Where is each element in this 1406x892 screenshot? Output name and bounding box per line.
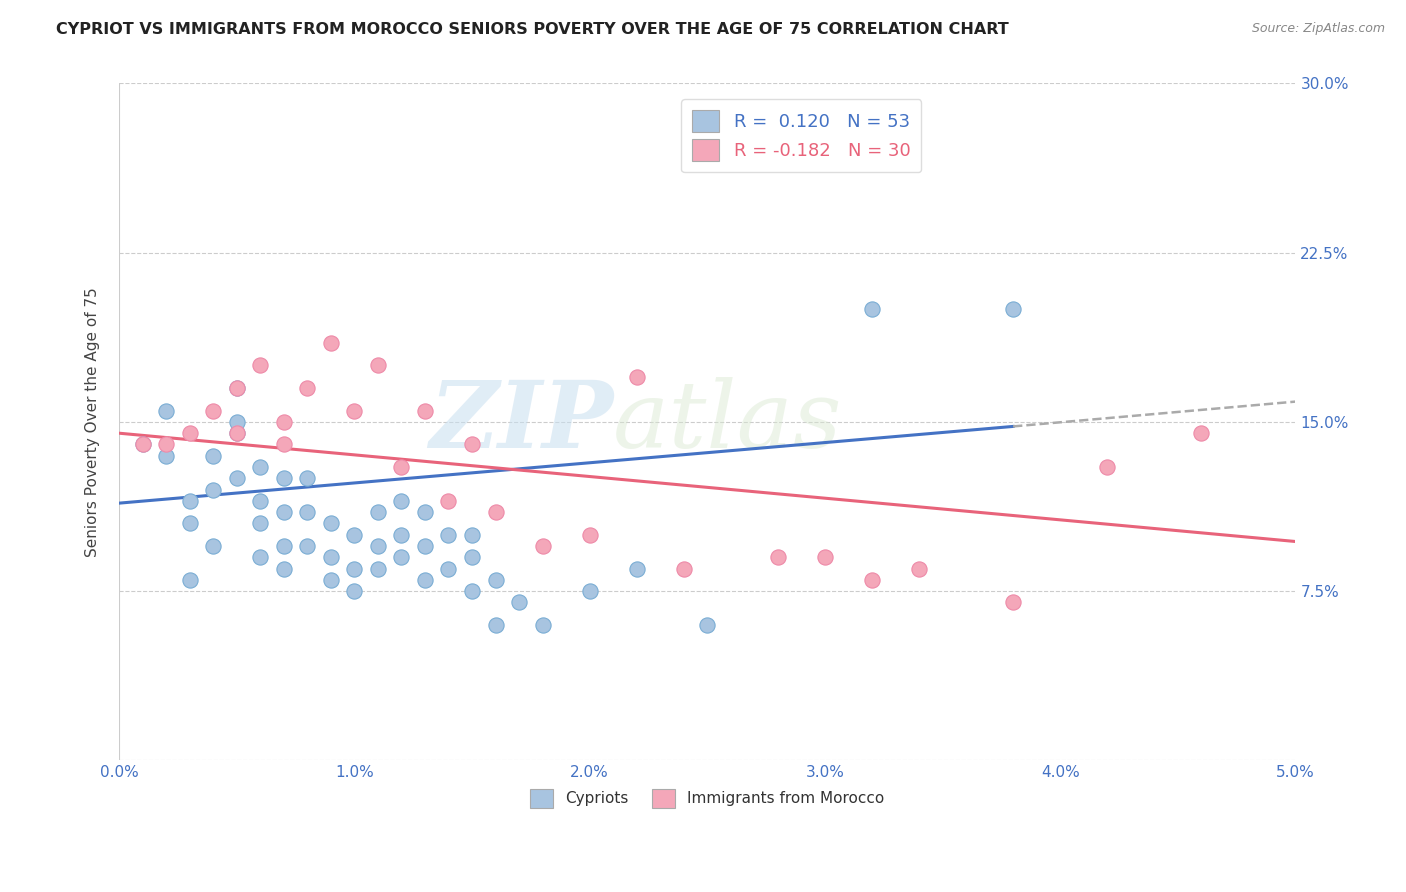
Point — [273, 471, 295, 485]
Point — [202, 483, 225, 497]
Point — [578, 584, 600, 599]
Point — [766, 550, 789, 565]
Point — [273, 437, 295, 451]
Point — [249, 516, 271, 531]
Point — [319, 550, 342, 565]
Point — [1097, 460, 1119, 475]
Point — [249, 460, 271, 475]
Point — [531, 539, 554, 553]
Point — [273, 415, 295, 429]
Point — [225, 471, 247, 485]
Point — [249, 494, 271, 508]
Point — [413, 573, 436, 587]
Point — [179, 516, 201, 531]
Text: Source: ZipAtlas.com: Source: ZipAtlas.com — [1251, 22, 1385, 36]
Point — [461, 584, 484, 599]
Point — [297, 471, 319, 485]
Point — [225, 426, 247, 441]
Point — [225, 381, 247, 395]
Point — [578, 527, 600, 541]
Point — [249, 550, 271, 565]
Point — [179, 426, 201, 441]
Point — [343, 561, 366, 575]
Point — [461, 437, 484, 451]
Point — [131, 437, 153, 451]
Point — [860, 573, 883, 587]
Point — [319, 573, 342, 587]
Point — [1002, 302, 1025, 317]
Point — [461, 527, 484, 541]
Point — [319, 335, 342, 350]
Point — [437, 527, 460, 541]
Point — [273, 561, 295, 575]
Point — [461, 550, 484, 565]
Point — [908, 561, 931, 575]
Point — [202, 539, 225, 553]
Point — [696, 144, 718, 158]
Point — [319, 516, 342, 531]
Point — [389, 494, 412, 508]
Point — [273, 539, 295, 553]
Point — [179, 494, 201, 508]
Point — [484, 573, 506, 587]
Point — [273, 505, 295, 519]
Y-axis label: Seniors Poverty Over the Age of 75: Seniors Poverty Over the Age of 75 — [86, 287, 100, 557]
Point — [297, 381, 319, 395]
Point — [1189, 426, 1212, 441]
Point — [814, 550, 837, 565]
Point — [484, 505, 506, 519]
Point — [297, 539, 319, 553]
Point — [225, 415, 247, 429]
Point — [672, 561, 695, 575]
Point — [343, 527, 366, 541]
Point — [508, 595, 530, 609]
Point — [413, 539, 436, 553]
Point — [389, 550, 412, 565]
Point — [367, 359, 389, 373]
Point — [367, 561, 389, 575]
Point — [626, 561, 648, 575]
Point — [367, 505, 389, 519]
Point — [696, 618, 718, 632]
Point — [437, 561, 460, 575]
Point — [155, 449, 177, 463]
Point — [343, 403, 366, 417]
Point — [225, 381, 247, 395]
Point — [249, 359, 271, 373]
Point — [131, 437, 153, 451]
Text: atlas: atlas — [613, 377, 842, 467]
Point — [155, 403, 177, 417]
Point — [413, 505, 436, 519]
Point — [413, 403, 436, 417]
Point — [389, 460, 412, 475]
Point — [626, 369, 648, 384]
Text: ZIP: ZIP — [429, 377, 613, 467]
Text: CYPRIOT VS IMMIGRANTS FROM MOROCCO SENIORS POVERTY OVER THE AGE OF 75 CORRELATIO: CYPRIOT VS IMMIGRANTS FROM MOROCCO SENIO… — [56, 22, 1010, 37]
Point — [367, 539, 389, 553]
Point — [484, 618, 506, 632]
Point — [389, 527, 412, 541]
Point — [225, 426, 247, 441]
Point — [179, 573, 201, 587]
Point — [297, 505, 319, 519]
Point — [531, 618, 554, 632]
Point — [1002, 595, 1025, 609]
Point — [437, 494, 460, 508]
Point — [343, 584, 366, 599]
Point — [860, 302, 883, 317]
Legend: Cypriots, Immigrants from Morocco: Cypriots, Immigrants from Morocco — [524, 783, 890, 814]
Point — [155, 437, 177, 451]
Point — [202, 449, 225, 463]
Point — [202, 403, 225, 417]
